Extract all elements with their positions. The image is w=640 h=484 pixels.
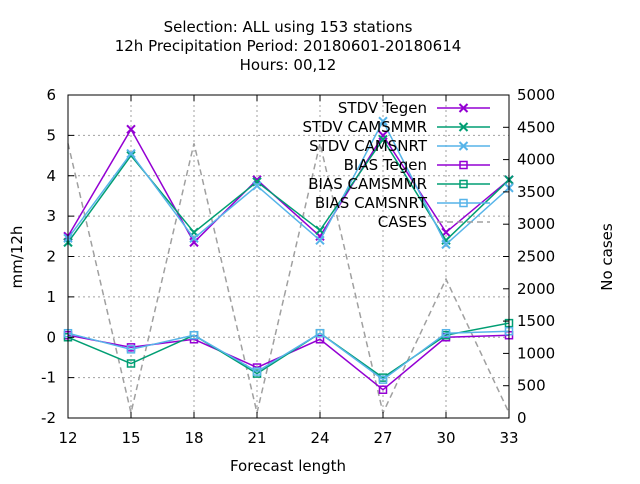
y2-tick-label: 5000 [517, 86, 555, 104]
y2-tick-label: 3000 [517, 215, 555, 233]
data-point [315, 235, 325, 246]
legend-marker [458, 103, 469, 113]
series-line [67, 143, 510, 416]
data-point [441, 239, 451, 250]
legend-label: STDV Tegen [338, 99, 427, 117]
data-point [315, 328, 325, 338]
y2-tick-label: 1000 [517, 344, 555, 362]
y2-tick-label: 500 [517, 377, 546, 395]
title-line-2: 12h Precipitation Period: 20180601-20180… [115, 37, 462, 55]
y2-tick-label: 3500 [517, 183, 555, 201]
data-point [126, 359, 136, 368]
series-line [67, 119, 510, 246]
y-tick-label: 5 [46, 126, 56, 144]
cases-series [67, 143, 510, 416]
series-line [67, 127, 510, 244]
chart-title: Selection: ALL using 153 stations 12h Pr… [115, 18, 462, 74]
data-point [378, 385, 388, 394]
grid [68, 95, 509, 418]
x-tick-label: 24 [310, 429, 329, 447]
y2-tick-label: 1500 [517, 312, 555, 330]
axes: 12 15 18 21 24 27 30 33-2-101234560500100015002… [41, 86, 555, 447]
x-tick-label: 21 [247, 429, 266, 447]
title-line-1: Selection: ALL using 153 stations [164, 18, 413, 36]
data-point [378, 116, 388, 126]
series-line [67, 330, 510, 381]
x-tick-label: 15 [121, 429, 140, 447]
legend-marker [459, 179, 468, 189]
x-tick-label: 27 [373, 429, 392, 447]
legend-label: BIAS Tegen [344, 156, 427, 174]
x-tick-label: 33 [499, 429, 518, 447]
data-series [63, 116, 514, 394]
data-point [189, 233, 199, 244]
y-axis-label: mm/12h [8, 226, 26, 289]
y-tick-label: 2 [46, 248, 56, 266]
series-bias-camsnrt [63, 326, 514, 384]
data-point [126, 345, 136, 354]
y2-tick-label: 0 [517, 409, 527, 427]
x-tick-label: 30 [436, 429, 455, 447]
legend-marker [459, 160, 468, 170]
y-tick-label: 3 [46, 207, 56, 225]
y-tick-label: 6 [46, 86, 56, 104]
legend-label: CASES [378, 213, 427, 231]
y2-tick-label: 2000 [517, 280, 555, 298]
y-tick-label: 0 [46, 328, 56, 346]
y2-tick-label: 2500 [517, 248, 555, 266]
legend-label: BIAS CAMSNRT [315, 194, 428, 212]
data-point [315, 225, 325, 235]
legend-marker [458, 141, 469, 151]
series-cases [67, 143, 510, 416]
y-tick-label: -1 [41, 369, 56, 387]
legend-marker [458, 122, 469, 132]
y2-tick-label: 4000 [517, 151, 555, 169]
legend-label: STDV CAMSMMR [302, 118, 427, 136]
y2-tick-label: 4500 [517, 118, 555, 136]
y-tick-label: -2 [41, 409, 56, 427]
title-line-3: Hours: 00,12 [240, 56, 337, 74]
x-tick-label: 18 [184, 429, 203, 447]
legend-marker [459, 198, 468, 208]
legend-label: STDV CAMSNRT [309, 137, 428, 155]
y-tick-label: 1 [46, 288, 56, 306]
series-line [67, 322, 510, 379]
y-tick-label: 4 [46, 167, 56, 185]
x-tick-label: 12 [58, 429, 77, 447]
data-point [126, 124, 136, 135]
data-point [441, 328, 451, 338]
data-point [315, 335, 325, 344]
data-point [378, 134, 388, 145]
data-point [189, 330, 199, 340]
data-point [252, 181, 262, 191]
y2-axis-label: No cases [598, 223, 616, 291]
data-point [378, 375, 388, 384]
x-axis-label: Forecast length [230, 457, 346, 475]
data-point [126, 148, 136, 159]
legend-label: BIAS CAMSMMR [308, 175, 427, 193]
data-point [252, 367, 262, 376]
